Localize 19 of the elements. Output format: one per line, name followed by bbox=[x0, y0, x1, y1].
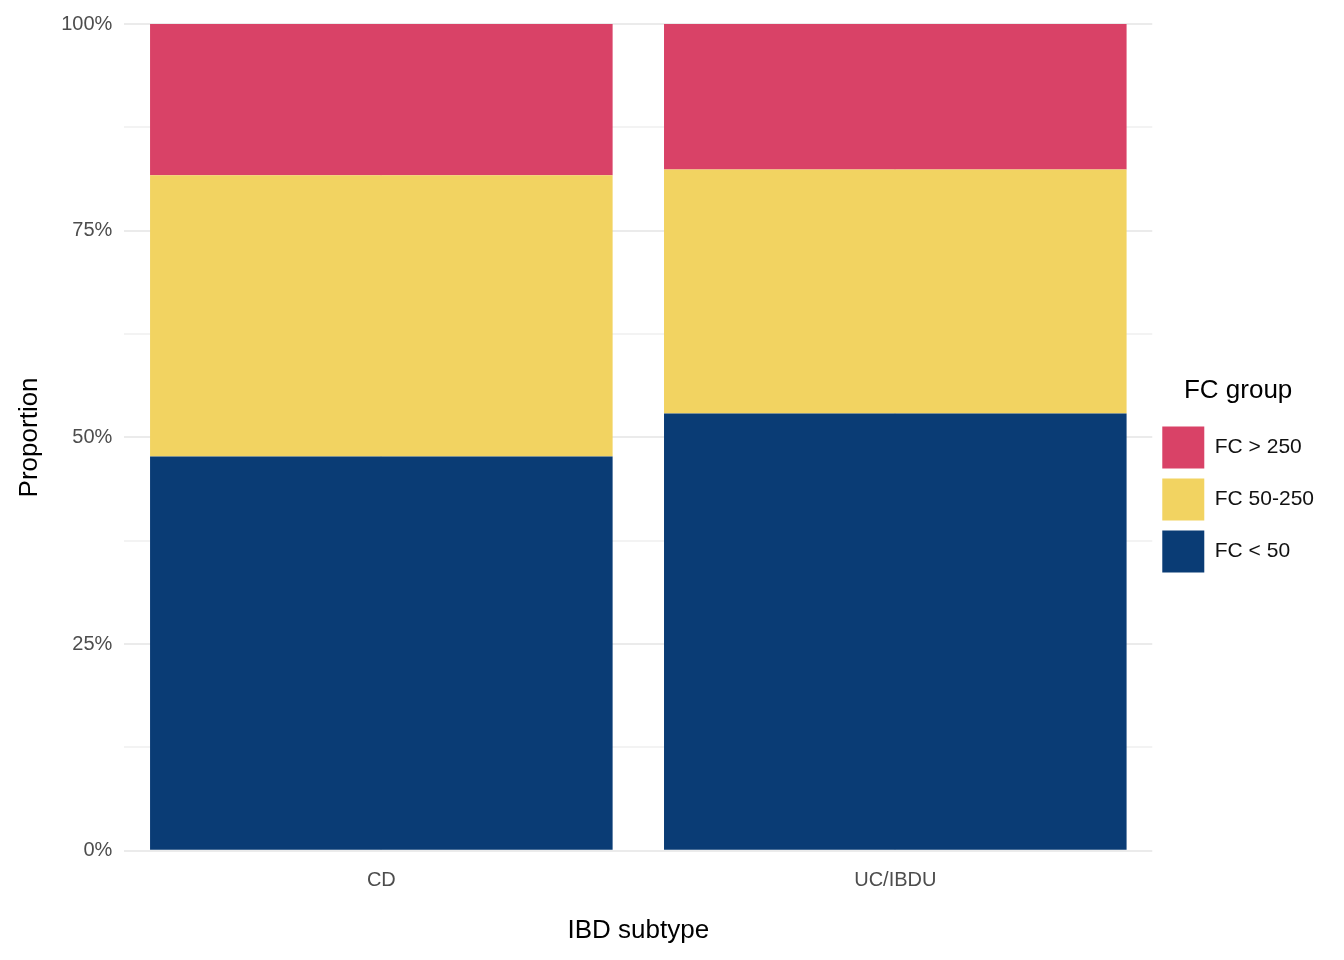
x-tick-label: UC/IBDU bbox=[854, 868, 937, 891]
x-tick-label: CD bbox=[366, 868, 396, 891]
y-tick-label: 100% bbox=[61, 11, 113, 34]
bar bbox=[664, 24, 1127, 170]
legend-label: FC 50-250 bbox=[1214, 486, 1314, 510]
bar bbox=[150, 24, 613, 176]
y-axis-title: Proportion bbox=[12, 377, 43, 498]
y-tick-label: 0% bbox=[83, 838, 113, 861]
legend-label: FC > 250 bbox=[1214, 434, 1302, 458]
bar bbox=[664, 413, 1127, 850]
bar bbox=[150, 456, 613, 850]
y-tick-label: 50% bbox=[72, 424, 113, 447]
legend-label: FC < 50 bbox=[1214, 538, 1291, 562]
bar bbox=[664, 169, 1127, 414]
y-tick-label: 75% bbox=[72, 218, 113, 241]
x-axis-title: IBD subtype bbox=[567, 913, 710, 944]
y-tick-label: 25% bbox=[72, 631, 113, 654]
legend-title: FC group bbox=[1183, 373, 1293, 404]
bar bbox=[150, 175, 613, 457]
